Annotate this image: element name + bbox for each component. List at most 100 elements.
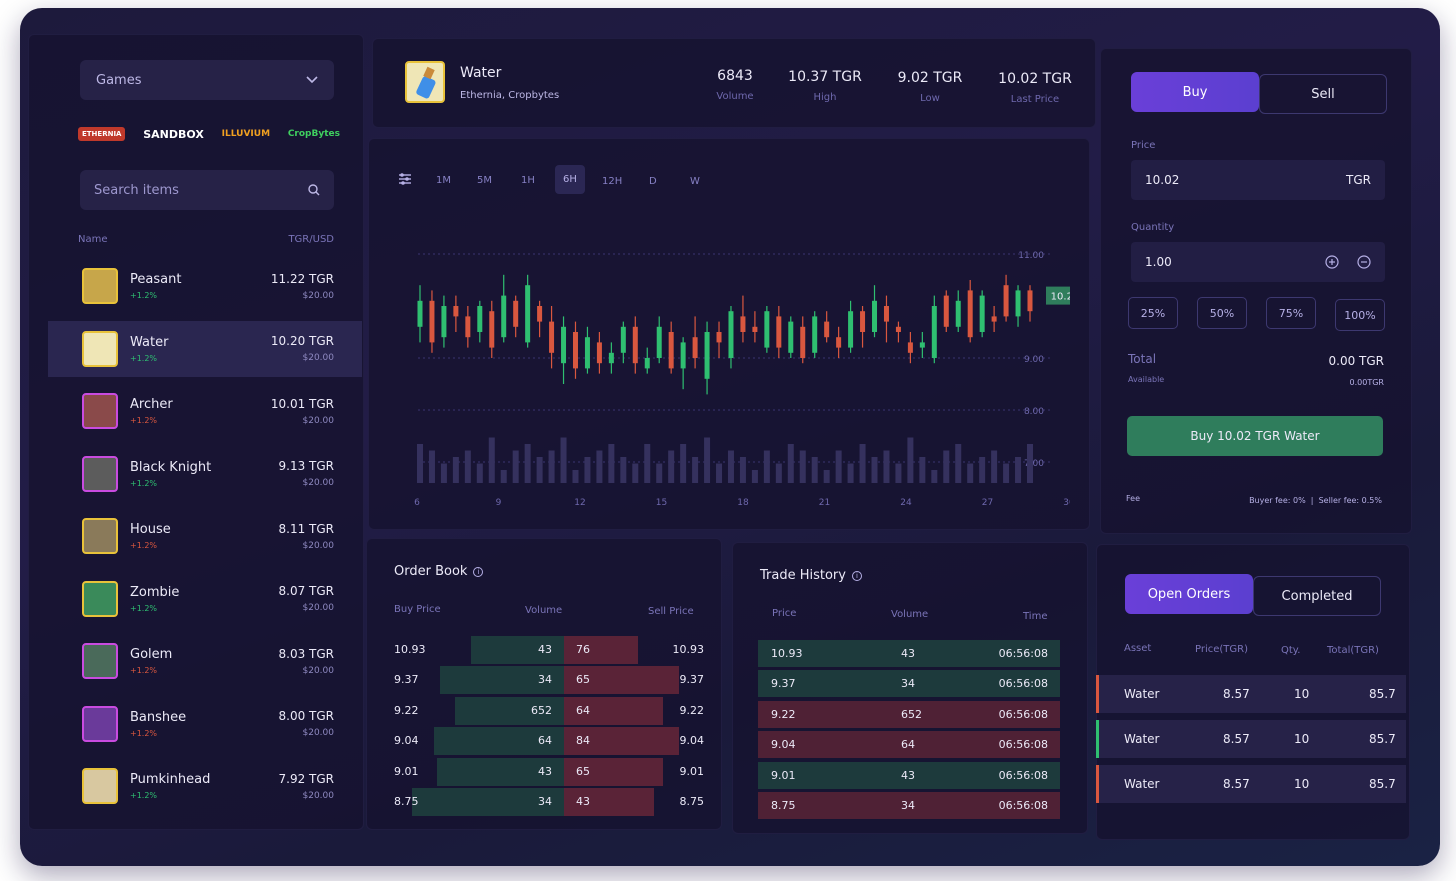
candle[interactable] bbox=[704, 321, 710, 395]
candle[interactable] bbox=[848, 300, 854, 353]
candle[interactable] bbox=[883, 295, 889, 343]
order-book-row[interactable]: 9.01 43 65 9.01 bbox=[394, 757, 704, 786]
candle[interactable] bbox=[860, 306, 866, 348]
candle[interactable] bbox=[752, 311, 758, 343]
open-order-row[interactable]: Water 8.57 10 85.7 bbox=[1096, 765, 1406, 803]
candle[interactable] bbox=[465, 306, 471, 348]
candle[interactable] bbox=[417, 285, 423, 343]
sidebar-item[interactable]: Archer +1.2% 10.01 TGR $20.00 bbox=[48, 383, 362, 439]
quantity-value[interactable]: 1.00 bbox=[1145, 255, 1172, 269]
candle[interactable] bbox=[549, 306, 555, 369]
open-orders-tab[interactable]: Open Orders bbox=[1125, 574, 1253, 614]
tf-5m[interactable]: 5M bbox=[477, 175, 492, 186]
candle[interactable] bbox=[788, 316, 794, 358]
candle[interactable] bbox=[644, 347, 650, 374]
completed-tab[interactable]: Completed bbox=[1253, 576, 1381, 616]
candle[interactable] bbox=[620, 321, 626, 364]
quantity-field[interactable]: 1.00 bbox=[1131, 242, 1385, 282]
candle[interactable] bbox=[656, 316, 662, 364]
candle[interactable] bbox=[501, 274, 507, 343]
candle[interactable] bbox=[764, 306, 770, 353]
pct-25-button[interactable]: 25% bbox=[1128, 297, 1178, 329]
candle[interactable] bbox=[1027, 285, 1033, 322]
candle[interactable] bbox=[513, 295, 519, 338]
candle[interactable] bbox=[907, 332, 913, 364]
info-icon[interactable]: i bbox=[473, 566, 484, 577]
pct-75-button[interactable]: 75% bbox=[1266, 297, 1316, 329]
sandbox-logo[interactable]: SANDBOX bbox=[143, 127, 204, 141]
order-book-row[interactable]: 9.22 652 64 9.22 bbox=[394, 696, 704, 725]
info-icon[interactable]: i bbox=[851, 570, 862, 581]
candle[interactable] bbox=[632, 316, 638, 374]
candle[interactable] bbox=[525, 274, 531, 348]
candle[interactable] bbox=[584, 326, 590, 374]
candle[interactable] bbox=[477, 300, 483, 343]
tf-1m[interactable]: 1M bbox=[436, 175, 451, 186]
sidebar-item[interactable]: Zombie +1.2% 8.07 TGR $20.00 bbox=[48, 571, 362, 627]
candle[interactable] bbox=[919, 332, 925, 358]
pct-50-button[interactable]: 50% bbox=[1197, 297, 1247, 329]
candle[interactable] bbox=[991, 306, 997, 332]
search-icon[interactable] bbox=[308, 184, 320, 196]
sidebar-item[interactable]: House +1.2% 8.11 TGR $20.00 bbox=[48, 508, 362, 564]
search-box[interactable]: Search items bbox=[80, 170, 334, 210]
price-field[interactable]: 10.02 TGR bbox=[1131, 160, 1385, 200]
candle[interactable] bbox=[800, 316, 806, 364]
tf-d[interactable]: D bbox=[649, 176, 657, 187]
candle[interactable] bbox=[596, 332, 602, 374]
games-dropdown[interactable]: Games bbox=[80, 60, 334, 100]
trade-history-row[interactable]: 8.75 34 06:56:08 bbox=[758, 792, 1060, 819]
trade-history-row[interactable]: 9.22 652 06:56:08 bbox=[758, 700, 1060, 728]
sell-tab[interactable]: Sell bbox=[1259, 74, 1387, 114]
buy-submit-button[interactable]: Buy 10.02 TGR Water bbox=[1127, 416, 1383, 456]
candle[interactable] bbox=[1015, 285, 1021, 327]
candle[interactable] bbox=[561, 316, 567, 384]
candle[interactable] bbox=[955, 290, 961, 332]
order-book-row[interactable]: 9.37 34 65 9.37 bbox=[394, 666, 704, 695]
settings-sliders-icon[interactable] bbox=[398, 172, 412, 186]
tf-6h[interactable]: 6H bbox=[555, 165, 585, 194]
candle[interactable] bbox=[692, 316, 698, 369]
candle[interactable] bbox=[572, 321, 578, 379]
trade-history-row[interactable]: 10.93 43 06:56:08 bbox=[758, 640, 1060, 667]
candle[interactable] bbox=[872, 285, 878, 338]
candle[interactable] bbox=[931, 295, 937, 364]
candle[interactable] bbox=[836, 326, 842, 358]
search-input[interactable]: Search items bbox=[94, 182, 179, 198]
sidebar-item[interactable]: Pumkinhead +1.2% 7.92 TGR $20.00 bbox=[48, 758, 362, 814]
tf-w[interactable]: W bbox=[690, 176, 700, 187]
plus-circle-icon[interactable] bbox=[1325, 255, 1339, 269]
trade-history-row[interactable]: 9.01 43 06:56:08 bbox=[758, 761, 1060, 789]
trade-history-row[interactable]: 9.04 64 06:56:08 bbox=[758, 731, 1060, 759]
sidebar-item[interactable]: Golem +1.2% 8.03 TGR $20.00 bbox=[48, 633, 362, 689]
sidebar-item[interactable]: Banshee +1.2% 8.00 TGR $20.00 bbox=[48, 696, 362, 752]
candle[interactable] bbox=[824, 311, 830, 343]
buy-tab[interactable]: Buy bbox=[1131, 72, 1259, 112]
cropbytes-logo[interactable]: CropBytes bbox=[287, 129, 340, 139]
candle[interactable] bbox=[812, 311, 818, 358]
candle[interactable] bbox=[537, 300, 543, 338]
candle[interactable] bbox=[680, 337, 686, 390]
candle[interactable] bbox=[453, 295, 459, 332]
illuvium-logo[interactable]: ILLUVIUM bbox=[221, 129, 271, 139]
pct-100-button[interactable]: 100% bbox=[1335, 299, 1385, 331]
candle[interactable] bbox=[608, 342, 614, 374]
sidebar-item[interactable]: Water +1.2% 10.20 TGR $20.00 bbox=[48, 320, 362, 377]
candle[interactable] bbox=[943, 290, 949, 332]
candle[interactable] bbox=[1003, 274, 1009, 322]
candle[interactable] bbox=[489, 300, 495, 358]
candle[interactable] bbox=[716, 321, 722, 358]
candle[interactable] bbox=[895, 321, 901, 343]
price-value[interactable]: 10.02 bbox=[1145, 173, 1180, 187]
candle[interactable] bbox=[967, 280, 973, 343]
order-book-row[interactable]: 9.04 64 84 9.04 bbox=[394, 727, 704, 756]
candle[interactable] bbox=[740, 295, 746, 343]
candle[interactable] bbox=[668, 321, 674, 374]
open-order-row[interactable]: Water 8.57 10 85.7 bbox=[1096, 720, 1406, 758]
order-book-row[interactable]: 8.75 34 43 8.75 bbox=[394, 788, 704, 816]
candle[interactable] bbox=[441, 295, 447, 348]
candle[interactable] bbox=[776, 306, 782, 358]
order-book-row[interactable]: 10.93 43 76 10.93 bbox=[394, 636, 704, 664]
tf-12h[interactable]: 12H bbox=[602, 176, 623, 187]
minus-circle-icon[interactable] bbox=[1357, 255, 1371, 269]
